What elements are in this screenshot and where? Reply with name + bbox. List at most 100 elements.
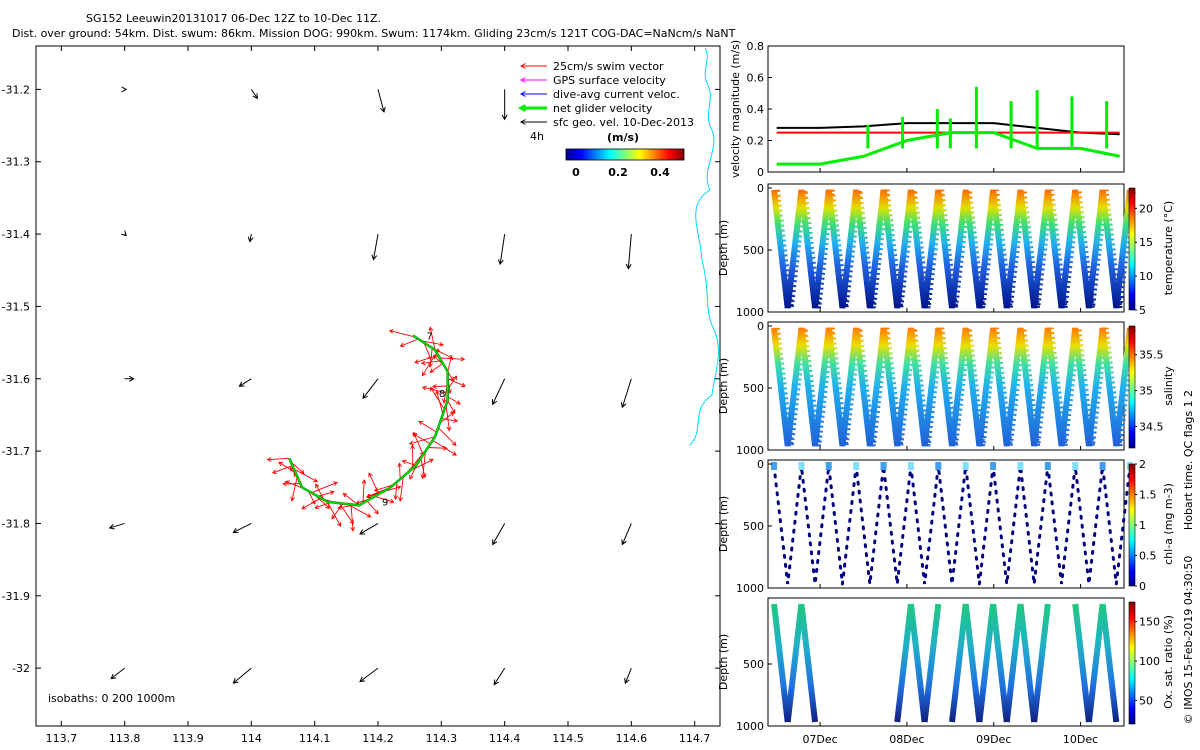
swim-vector (408, 436, 436, 446)
geostrophic-vector (492, 523, 506, 546)
oxygen-profile-segment (949, 603, 969, 723)
chla-y-tick-label: 1000 (736, 582, 764, 595)
geostrophic-vector (620, 378, 632, 409)
swim-vector (317, 490, 335, 497)
oxygen-y-tick-label: 1000 (736, 720, 764, 733)
salinity-cbar-tick-label: 35.5 (1139, 349, 1164, 362)
oxygen-y-tick-label: 500 (743, 658, 764, 671)
salinity-colorbar (1128, 325, 1136, 449)
chla-surface-point (1099, 462, 1106, 470)
chla-colorbar (1128, 463, 1136, 587)
map-x-tick-label: 114 (241, 732, 262, 745)
map-y-ticks: -31.2 -31.3 -31.4 -31.5 -31.6 -31.7 -31.8 -31.9… (2, 83, 720, 675)
swim-vector (290, 476, 298, 502)
oxygen-profile-segment (976, 603, 997, 723)
chla-surface-point (825, 462, 832, 470)
swim-vector (447, 396, 461, 405)
map-y-tick-label: -31.5 (2, 300, 30, 313)
chla-cbar-tick-label: 0.5 (1139, 550, 1157, 563)
time-x-tick-label: 10Dec (1063, 733, 1098, 746)
geostrophic-vector (501, 89, 508, 121)
oxygen-cbar-tick-label: 100 (1139, 655, 1160, 668)
geostrophic-vector (238, 378, 252, 387)
colorbar-tick: 0 (572, 166, 580, 179)
swim-vector (441, 418, 459, 423)
oxygen-profile-segment (1099, 603, 1120, 723)
chla-cbar-tick-label: 2 (1139, 458, 1146, 471)
swim-vector (393, 481, 399, 501)
chla-panel: 0 500 1000 Depth (m) 0 0.5 1 1.5 2 chl-a (mg m-3) (717, 458, 1175, 595)
swim-vector (266, 457, 290, 462)
swim-vector (447, 378, 466, 388)
swim-vector (315, 483, 325, 501)
chla-surface-point (853, 462, 860, 470)
swim-vector (326, 501, 342, 527)
velocity-y-tick-label: 0.2 (747, 135, 765, 148)
geostrophic-vector (493, 667, 506, 686)
velocity-y-tick-label: 0.8 (747, 40, 765, 53)
geostrophic-vector (121, 230, 127, 237)
swim-vector (437, 427, 457, 447)
map-y-tick-label: -31.8 (2, 517, 30, 530)
chla-cbar-tick-label: 1 (1139, 519, 1146, 532)
oxygen-profile-segment (771, 603, 791, 723)
swim-vector (421, 385, 448, 394)
geostrophic-vector (108, 522, 125, 530)
oxygen-profile-segment (894, 603, 914, 723)
swim-vector (418, 420, 437, 433)
colorbar-tick: 0.2 (608, 166, 628, 179)
swim-vector (445, 404, 452, 432)
velocity-y-tick-label: 0.4 (747, 103, 765, 116)
chla-surface-point (935, 462, 942, 470)
time-x-tick-label: 08Dec (889, 733, 924, 746)
temperature-colorbar (1128, 187, 1136, 311)
time-x-tick-label: 09Dec (976, 733, 1011, 746)
map-x-tick-label: 114.6 (616, 732, 648, 745)
chla-y-tick-label: 500 (743, 520, 764, 533)
swim-vector (366, 500, 379, 515)
swim-vector (397, 462, 403, 480)
map-x-tick-label: 114.3 (426, 732, 458, 745)
coastline (689, 47, 719, 446)
salinity-cbar-tick-label: 34.5 (1139, 420, 1164, 433)
swim-vector (423, 342, 432, 361)
swim-vector (314, 501, 332, 510)
chart-title: SG152 Leeuwin20131017 06-Dec 12Z to 10-D… (86, 12, 381, 25)
chla-y-tick-label: 0 (757, 458, 764, 471)
geostrophic-vectors (108, 86, 632, 686)
swim-vector (331, 503, 344, 520)
velocity-y-ticks: 0 0.2 0.4 0.6 0.8 (747, 40, 772, 179)
swim-vector (338, 502, 354, 525)
swim-vector (399, 338, 419, 348)
oxygen-profile-segment (907, 603, 928, 723)
net-glider-velocity-line (288, 334, 449, 506)
oxygen-profile-segment (1085, 603, 1106, 723)
swim-vector (421, 352, 437, 377)
geostrophic-vector (250, 89, 258, 100)
swim-vector (301, 497, 322, 510)
geostrophic-vector (491, 378, 506, 406)
colorbar-tick: 0.4 (650, 166, 670, 179)
map-x-tick-label: 114.2 (362, 732, 394, 745)
geostrophic-vector (121, 86, 128, 93)
map-x-tick-label: 114.7 (679, 732, 711, 745)
salinity-ylabel: Depth (m) (717, 358, 730, 414)
map-y-tick-label: -31.3 (2, 156, 30, 169)
geostrophic-vector (624, 667, 632, 685)
geostrophic-vector (377, 89, 386, 113)
oxygen-profile-segment (990, 603, 1010, 723)
swim-vector (412, 433, 431, 445)
day-marker-label: 7 (426, 331, 432, 342)
salinity-y-tick-label: 0 (757, 320, 764, 333)
salinity-panel: 0 500 1000 Depth (m) 34.5 35 35.5 salinity (717, 320, 1175, 457)
swim-vector (447, 400, 456, 414)
swim-vector (420, 360, 442, 366)
chla-frame (767, 459, 1125, 589)
chla-cbar-label: chl-a (mg m-3) (1162, 483, 1175, 565)
swim-vector (401, 459, 417, 466)
chla-surface-point (907, 462, 914, 470)
geostrophic-vector (621, 523, 632, 546)
temperature-y-tick-label: 500 (743, 244, 764, 257)
oxygen-ylabel: Depth (m) (717, 634, 730, 690)
